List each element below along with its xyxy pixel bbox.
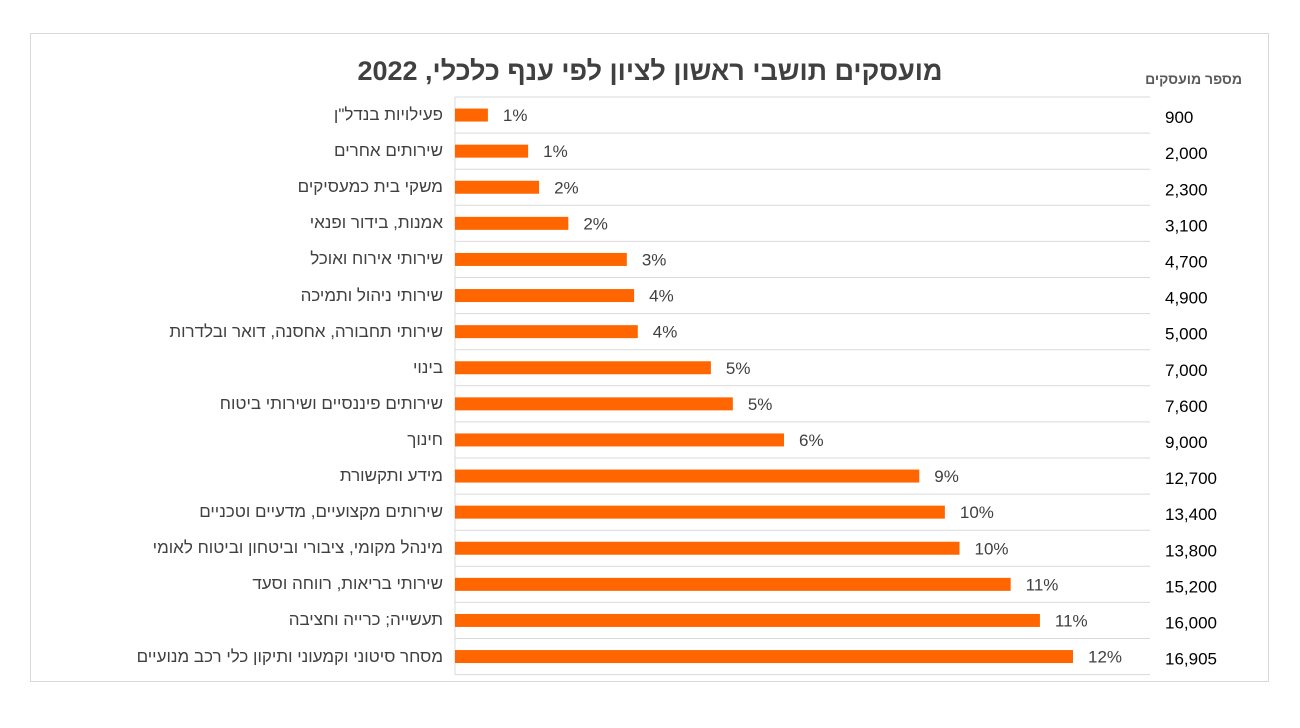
percent-label: 6% [799, 431, 824, 450]
bar [455, 577, 1011, 591]
employees-value-label: 4,900 [1165, 289, 1208, 308]
percent-label: 11% [1055, 611, 1088, 630]
percent-label: 5% [726, 359, 751, 378]
percent-label: 12% [1088, 648, 1122, 667]
category-label: תעשייה; כרייה וחציבה [288, 610, 443, 630]
category-label: מינהל מקומי, ציבורי וביטחון וביטוח לאומי [152, 538, 443, 558]
percent-label: 5% [748, 395, 773, 414]
percent-label: 2% [583, 214, 608, 233]
category-label: שירותים מקצועיים, מדעיים וטכניים [199, 502, 443, 522]
bar [455, 289, 635, 303]
bar [455, 469, 920, 483]
bar [455, 433, 785, 447]
bar [455, 650, 1073, 664]
category-label: שירותי ניהול ותמיכה [300, 285, 443, 305]
employees-value-label: 13,800 [1165, 541, 1217, 560]
bar [455, 397, 733, 411]
bar [455, 252, 627, 266]
employees-value-label: 2,000 [1165, 144, 1208, 163]
employees-column-header: מספר מועסקים [1145, 71, 1242, 87]
employees-value-label: 3,100 [1165, 216, 1208, 235]
category-label: מידע ותקשורת [339, 466, 443, 486]
category-label: פעילויות בנדל"ן [333, 105, 443, 125]
employees-value-label: 900 [1165, 108, 1193, 127]
percent-label: 10% [974, 539, 1008, 558]
percent-label: 1% [503, 106, 528, 125]
bar [455, 108, 488, 122]
employees-value-label: 16,905 [1165, 650, 1217, 669]
employees-value-label: 5,000 [1165, 325, 1208, 344]
employees-value-label: 13,400 [1165, 505, 1217, 524]
category-label: שירותים פיננסיים ושירותי ביטוח [219, 393, 443, 413]
employees-value-label: 4,700 [1165, 252, 1208, 271]
category-label: בינוי [412, 357, 443, 377]
category-label: שירותים אחרים [334, 141, 443, 161]
bar [455, 541, 960, 555]
employees-value-label: 16,000 [1165, 613, 1217, 632]
category-label: שירותי בריאות, רווחה וסעד [252, 574, 443, 594]
category-label: מסחר סיטוני וקמעוני ותיקון כלי רכב מנועי… [136, 646, 443, 666]
employees-value-label: 7,000 [1165, 361, 1208, 380]
bar [455, 613, 1040, 627]
employees-value-label: 7,600 [1165, 397, 1208, 416]
category-label: שירותי תחבורה, אחסנה, דואר ובלדרות [169, 321, 443, 341]
bar [455, 216, 569, 230]
percent-label: 1% [543, 142, 568, 161]
percent-label: 2% [554, 178, 579, 197]
percent-label: 4% [653, 323, 678, 342]
bar [455, 325, 638, 339]
category-label: שירותי אירוח ואוכל [310, 249, 443, 269]
employees-value-label: 2,300 [1165, 180, 1208, 199]
chart-frame [30, 33, 1269, 682]
bar [455, 144, 529, 158]
category-label: משקי בית כמעסיקים [297, 177, 443, 197]
percent-label: 4% [649, 287, 674, 306]
percent-label: 9% [934, 467, 959, 486]
employees-value-label: 9,000 [1165, 433, 1208, 452]
category-label: חינוך [407, 429, 443, 449]
chart-title: מועסקים תושבי ראשון לציון לפי ענף כלכלי,… [357, 56, 943, 86]
percent-label: 10% [960, 503, 994, 522]
employees-value-label: 15,200 [1165, 577, 1217, 596]
bar [455, 361, 711, 375]
employees-value-label: 12,700 [1165, 469, 1217, 488]
bar [455, 505, 945, 519]
bar [455, 180, 540, 194]
percent-label: 3% [642, 250, 667, 269]
percent-label: 11% [1026, 575, 1059, 594]
category-label: אמנות, בידור ופנאי [309, 213, 443, 233]
